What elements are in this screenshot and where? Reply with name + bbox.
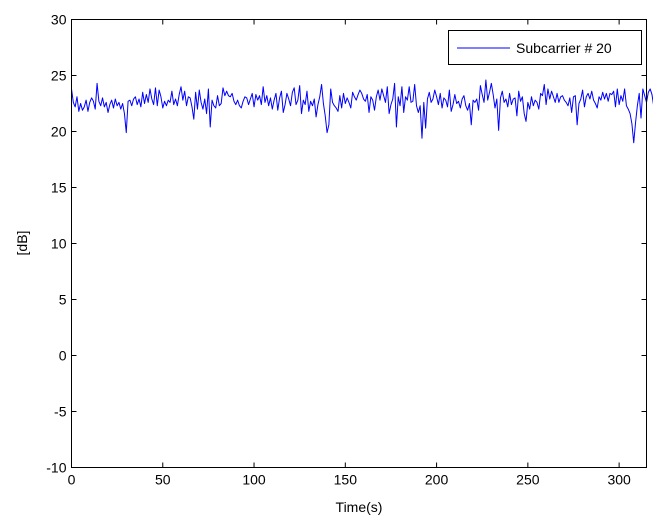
y-tick-label--10: -10 — [46, 460, 66, 476]
x-tick-label-250: 250 — [516, 472, 540, 488]
y-tick-label-15: 15 — [51, 180, 67, 196]
y-tick-label-30: 30 — [51, 12, 67, 28]
x-tick-label-300: 300 — [607, 472, 631, 488]
plot-area — [71, 19, 647, 468]
y-tick-label--5: -5 — [54, 404, 67, 420]
x-tick-label-100: 100 — [242, 472, 266, 488]
series-line-0 — [71, 79, 653, 144]
y-axis-label: [dB] — [14, 231, 30, 256]
x-tick-label-150: 150 — [334, 472, 358, 488]
series-layer — [71, 79, 653, 144]
y-tick-label-25: 25 — [51, 68, 67, 84]
legend-label-subcarrier-20: Subcarrier # 20 — [516, 40, 612, 56]
y-tick-label-5: 5 — [59, 292, 67, 308]
legend: Subcarrier # 20 — [448, 30, 642, 65]
plot-frame — [71, 19, 647, 468]
y-tick-label-0: 0 — [59, 348, 67, 364]
x-tick-label-50: 50 — [155, 472, 171, 488]
y-tick-label-20: 20 — [51, 124, 67, 140]
x-axis-label: Time(s) — [336, 499, 383, 515]
y-tick-label-10: 10 — [51, 236, 67, 252]
x-tick-label-200: 200 — [425, 472, 449, 488]
labels-layer: Time(s) [dB] 0 50 100 150 200 250 300 -10 -5 0 5 10… — [14, 12, 631, 516]
x-tick-label-0: 0 — [68, 472, 76, 488]
